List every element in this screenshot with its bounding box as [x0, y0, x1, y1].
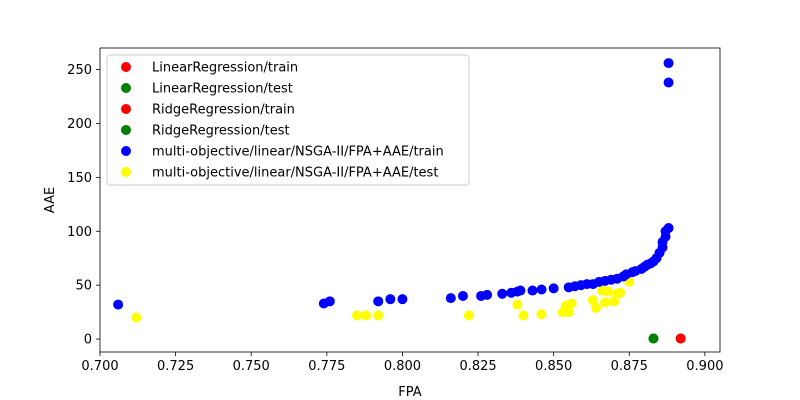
data-point	[675, 333, 686, 344]
data-point	[566, 298, 577, 309]
legend-marker	[121, 167, 131, 177]
legend-label: LinearRegression/test	[152, 82, 293, 97]
legend-label: LinearRegression/train	[152, 61, 298, 76]
legend-label: RidgeRegression/test	[152, 124, 290, 139]
data-point	[663, 58, 674, 69]
data-point	[324, 296, 335, 307]
y-axis-ticks: 0 50 100 150 200 250	[67, 63, 100, 348]
data-point	[518, 310, 529, 321]
data-point	[536, 284, 547, 295]
data-point	[131, 312, 142, 323]
legend-marker	[121, 125, 131, 135]
legend-label: RidgeRegression/train	[152, 103, 295, 118]
data-point	[482, 289, 493, 300]
y-tick-label: 200	[67, 117, 92, 132]
legend-label: multi-objective/linear/NSGA-II/FPA+AAE/t…	[152, 166, 438, 181]
data-point	[463, 310, 474, 321]
legend: LinearRegression/train LinearRegression/t…	[106, 54, 470, 186]
data-point	[515, 285, 526, 296]
x-tick-label: 0.850	[535, 359, 572, 374]
y-tick-label: 250	[67, 63, 92, 78]
legend-marker	[121, 62, 131, 72]
y-tick-label: 150	[67, 171, 92, 186]
plot-area-frame	[99, 47, 721, 353]
data-point	[615, 287, 626, 298]
x-axis-label: FPA	[398, 385, 421, 400]
x-tick-label: 0.825	[459, 359, 496, 374]
legend-frame	[106, 54, 470, 186]
data-point	[397, 294, 408, 305]
data-point	[373, 296, 384, 307]
data-point	[373, 310, 384, 321]
data-point	[352, 310, 363, 321]
x-tick-label: 0.875	[611, 359, 648, 374]
y-tick-label: 50	[75, 279, 92, 294]
data-point	[497, 288, 508, 299]
data-point	[512, 299, 523, 310]
legend-entries: LinearRegression/train LinearRegression/t…	[121, 61, 444, 181]
x-tick-label: 0.700	[81, 359, 118, 374]
data-point	[113, 299, 124, 310]
data-point	[587, 295, 598, 306]
x-tick-label: 0.775	[308, 359, 345, 374]
data-point	[527, 285, 538, 296]
data-point	[609, 296, 620, 307]
y-tick-label: 0	[84, 333, 92, 348]
data-point	[445, 293, 456, 304]
data-point	[663, 77, 674, 88]
data-point	[648, 333, 659, 344]
data-point	[385, 294, 396, 305]
data-point	[663, 223, 674, 234]
data-points	[113, 58, 686, 344]
y-tick-label: 100	[67, 225, 92, 240]
legend-label: multi-objective/linear/NSGA-II/FPA+AAE/t…	[152, 145, 444, 160]
data-point	[536, 309, 547, 320]
data-point	[603, 286, 614, 297]
x-tick-label: 0.725	[157, 359, 194, 374]
data-point	[457, 290, 468, 301]
x-tick-label: 0.750	[233, 359, 270, 374]
data-point	[591, 302, 601, 313]
legend-marker	[121, 146, 131, 156]
data-point	[361, 310, 372, 321]
x-tick-label: 0.800	[384, 359, 421, 374]
legend-marker	[121, 104, 131, 114]
data-point	[600, 297, 611, 308]
legend-marker	[121, 83, 131, 93]
y-axis-label: AAE	[43, 187, 58, 213]
data-point	[548, 283, 559, 294]
x-tick-label: 0.900	[686, 359, 723, 374]
x-axis-ticks: 0.700 0.725 0.750 0.775 0.800 0.825 0.850 0.875…	[81, 352, 723, 374]
